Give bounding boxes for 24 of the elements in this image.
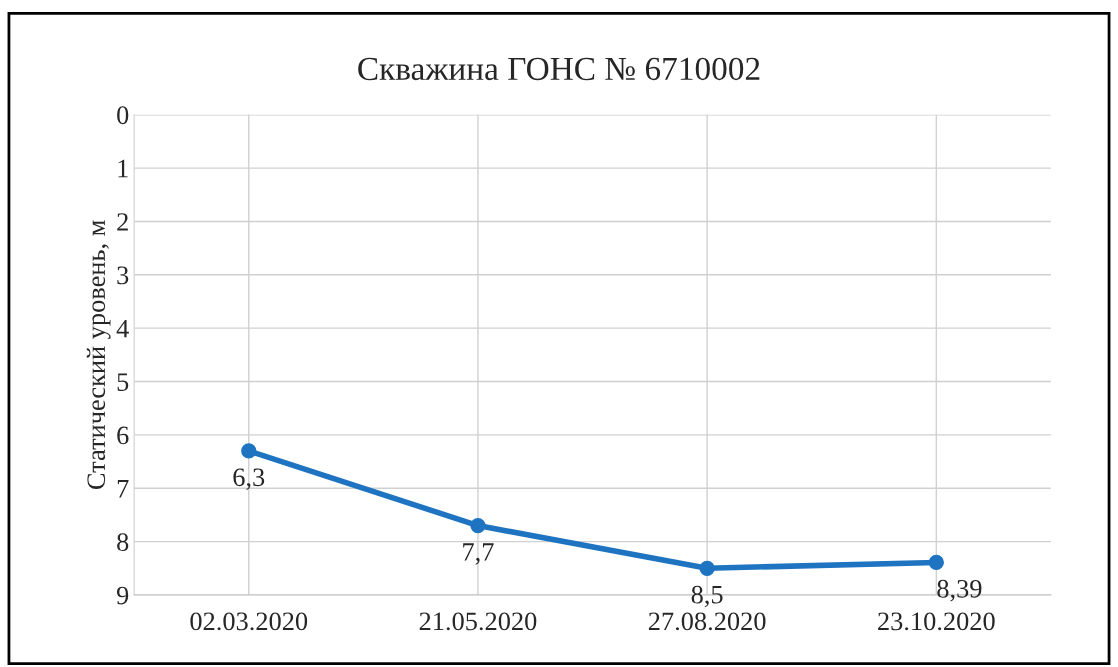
x-tick-label: 23.10.2020 [878,612,995,631]
x-tick-label: 21.05.2020 [419,612,537,631]
point [241,443,257,459]
y-tick-label: 8 [117,533,129,552]
y-tick-label: 4 [116,319,129,338]
data-label: 8,39 [937,579,982,602]
y-tick-label: 7 [117,480,129,498]
x-tick-label: 02.03.2020 [190,612,308,631]
data-label: 8,5 [691,585,723,608]
point [699,560,715,576]
y-axis-title: Статический уровень, м [86,220,111,489]
y-tick-label: 3 [117,266,129,285]
y-tick-label: 2 [117,213,128,231]
y-tick-label: 1 [118,159,128,178]
y-tick-label: 0 [117,106,129,125]
y-tick-label: 5 [117,373,129,391]
point [470,517,486,534]
chart-title: Скважина ГОНС № 6710002 [358,57,760,81]
y-tick-label: 6 [117,426,129,445]
point [928,554,944,571]
y-tick-label: 9 [116,586,129,605]
data-label: 7,7 [463,543,494,565]
x-tick-label: 27.08.2020 [648,612,766,631]
data-label: 6,3 [233,468,265,490]
